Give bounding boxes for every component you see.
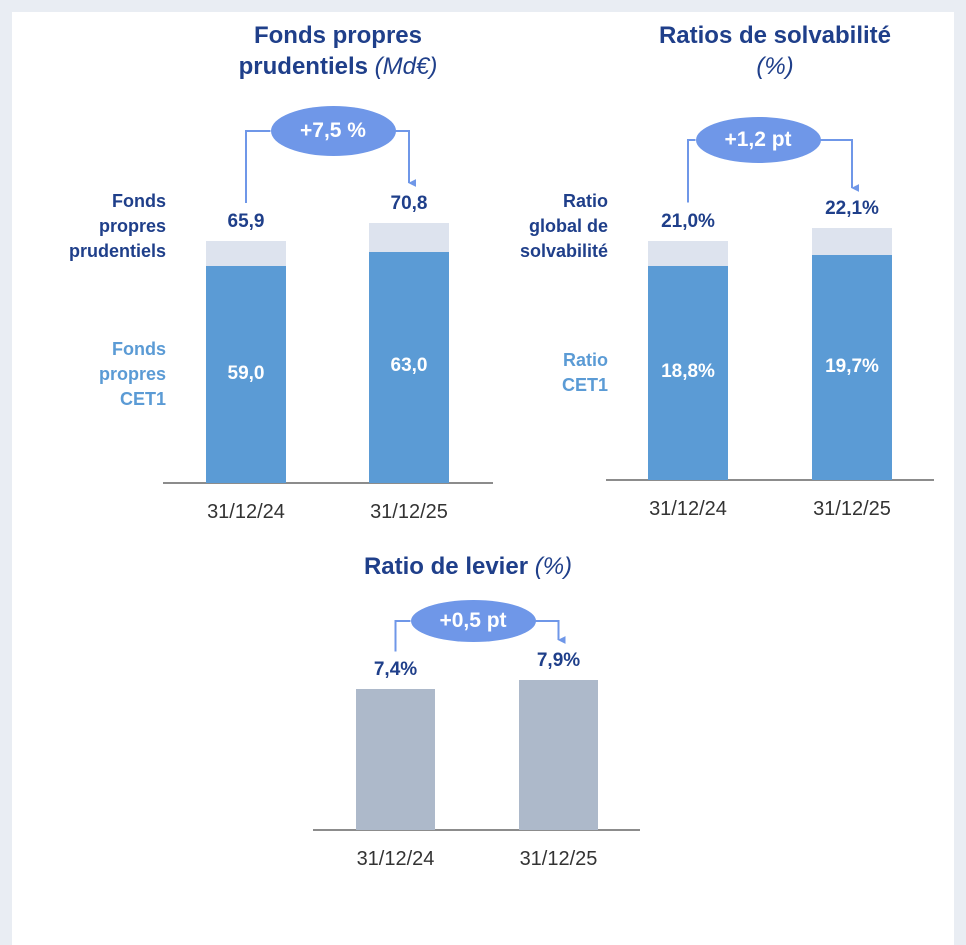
x-tick-label: 31/12/25	[519, 848, 598, 870]
connector	[394, 620, 411, 652]
connector-arrow	[820, 139, 860, 192]
series-name: Ratio global de solvabilité	[519, 191, 608, 262]
connector	[245, 130, 271, 203]
value-label: 63,0	[390, 355, 428, 377]
bar	[369, 251, 449, 483]
value-label: 7,4%	[373, 659, 418, 681]
value-label: 70,8	[390, 193, 428, 214]
bar	[206, 266, 286, 483]
annotation: +1,2 pt	[695, 117, 821, 163]
title-text: Ratios de solvabilité	[658, 22, 892, 49]
connectors	[163, 130, 934, 831]
x-tick-label: 31/12/24	[356, 848, 435, 870]
x-tick-label: 31/12/24	[207, 501, 285, 523]
title-unit: (Md€)	[374, 53, 438, 80]
value-label: 19,7%	[825, 355, 879, 377]
x-tick-label: 31/12/24	[649, 498, 727, 520]
charts: Fonds propres prudentiels (Md€) 65,9 70,8 F…	[68, 20, 934, 870]
connector	[687, 139, 696, 203]
annotation: +7,5 %	[270, 106, 396, 156]
bar	[356, 689, 435, 830]
value-label: 7,9%	[536, 650, 581, 671]
chart-title: Ratio de levier (%)	[338, 551, 598, 582]
title-unit: (%)	[756, 53, 794, 80]
value-label: 22,1%	[825, 198, 879, 219]
title-unit: (%)	[534, 553, 573, 580]
value-label: 18,8%	[661, 360, 715, 382]
series-name: Fonds propres CET1	[98, 339, 166, 410]
bar	[812, 255, 892, 480]
connector-arrow	[535, 620, 566, 644]
chart-title: Fonds propres prudentiels (Md€)	[208, 20, 468, 82]
connector-arrow	[395, 130, 417, 187]
annotation: +0,5 pt	[410, 600, 536, 642]
value-label: 65,9	[227, 210, 265, 232]
series-name: Ratio CET1	[561, 349, 608, 395]
x-tick-label: 31/12/25	[813, 498, 891, 520]
series-name: Fonds propres prudentiels	[68, 191, 166, 262]
value-label: 59,0	[227, 362, 265, 384]
bar	[648, 265, 728, 480]
value-label: 21,0%	[661, 210, 715, 232]
title-text: Ratio de levier	[363, 553, 529, 580]
x-tick-label: 31/12/25	[370, 501, 448, 523]
title-text: Fonds propres prudentiels	[238, 22, 422, 80]
bar	[519, 680, 598, 830]
chart-title: Ratios de solvabilité (%)	[645, 20, 905, 82]
panel	[12, 12, 954, 945]
